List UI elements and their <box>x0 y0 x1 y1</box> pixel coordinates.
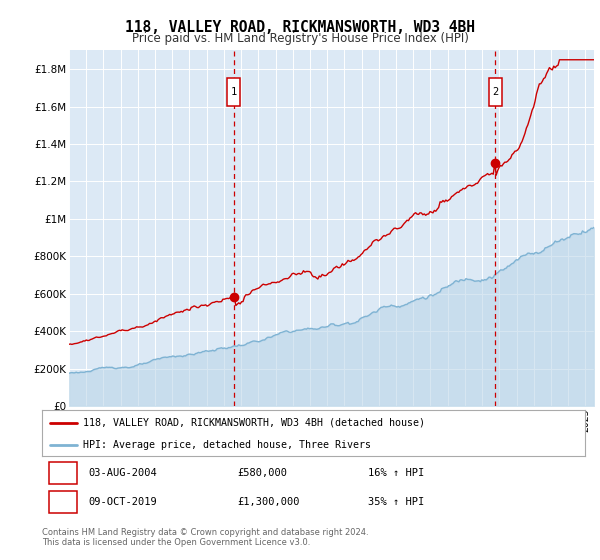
Bar <box>227 77 241 106</box>
Text: £1,300,000: £1,300,000 <box>238 497 300 507</box>
Text: 118, VALLEY ROAD, RICKMANSWORTH, WD3 4BH: 118, VALLEY ROAD, RICKMANSWORTH, WD3 4BH <box>125 20 475 35</box>
Text: 2: 2 <box>59 497 66 507</box>
Bar <box>489 77 502 106</box>
Text: Contains HM Land Registry data © Crown copyright and database right 2024.
This d: Contains HM Land Registry data © Crown c… <box>42 528 368 547</box>
Text: 16% ↑ HPI: 16% ↑ HPI <box>368 468 424 478</box>
Bar <box>49 462 77 484</box>
Text: 03-AUG-2004: 03-AUG-2004 <box>88 468 157 478</box>
Text: 1: 1 <box>231 87 237 96</box>
Text: 1: 1 <box>59 468 66 478</box>
Text: 118, VALLEY ROAD, RICKMANSWORTH, WD3 4BH (detached house): 118, VALLEY ROAD, RICKMANSWORTH, WD3 4BH… <box>83 418 425 428</box>
Text: 2: 2 <box>492 87 499 96</box>
Text: 35% ↑ HPI: 35% ↑ HPI <box>368 497 424 507</box>
Text: £580,000: £580,000 <box>238 468 287 478</box>
Text: 09-OCT-2019: 09-OCT-2019 <box>88 497 157 507</box>
Text: Price paid vs. HM Land Registry's House Price Index (HPI): Price paid vs. HM Land Registry's House … <box>131 32 469 45</box>
Bar <box>49 491 77 513</box>
Text: HPI: Average price, detached house, Three Rivers: HPI: Average price, detached house, Thre… <box>83 440 371 450</box>
